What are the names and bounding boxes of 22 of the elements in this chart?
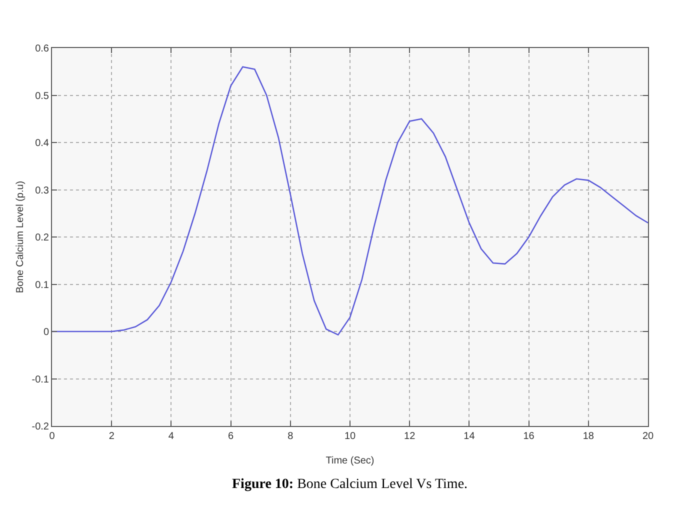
y-tick-label: 0.6 [35, 44, 50, 54]
y-tick-label: 0.3 [35, 185, 50, 196]
x-tick-label: 2 [108, 431, 115, 442]
x-tick-label: 4 [168, 431, 174, 442]
y-tick-label: 0.5 [35, 90, 50, 102]
y-axis-title: Bone Calcium Level (p.u) [14, 180, 26, 294]
x-tick-label: 6 [228, 431, 234, 442]
x-tick-label: 12 [404, 431, 416, 442]
x-tick-label: 8 [288, 431, 294, 442]
x-tick-label: 10 [344, 431, 356, 442]
x-tick-label: 16 [523, 431, 535, 442]
y-tick-label: 0 [43, 327, 50, 338]
x-tick-label: 18 [582, 431, 594, 442]
y-tick-label: -0.2 [32, 422, 50, 432]
x-axis-title: Time (Sec) [326, 456, 374, 466]
y-tick-label: 0.4 [35, 138, 50, 149]
x-tick-label: 14 [464, 431, 476, 442]
x-tick-label: 20 [642, 431, 654, 442]
y-tick-label: -0.1 [32, 374, 50, 386]
caption: Figure 10: Bone Calcium Level Vs Time. [232, 477, 468, 492]
y-tick-label: 0.1 [35, 280, 50, 291]
y-tick-label: 0.2 [35, 232, 50, 244]
